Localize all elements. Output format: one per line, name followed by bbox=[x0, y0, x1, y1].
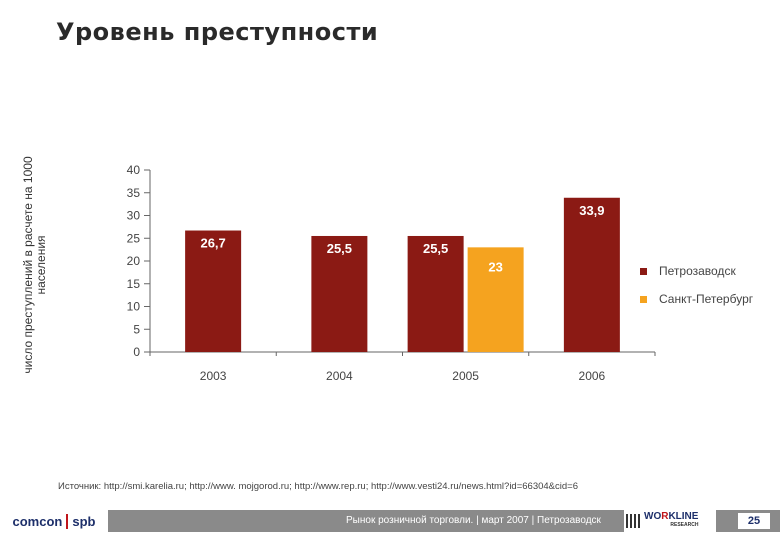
bar-petrozavodsk-2004 bbox=[311, 235, 368, 352]
workline-grid-icon bbox=[626, 514, 640, 528]
workline-logo-text: WORKLINE RESEARCH bbox=[644, 511, 699, 529]
data-label: 23 bbox=[488, 259, 502, 274]
x-tick-label: 2003 bbox=[200, 369, 227, 383]
footer-bar: comcon spb Рынок розничной торговли. | м… bbox=[0, 510, 780, 532]
data-label: 25,5 bbox=[327, 241, 352, 256]
chart-bars bbox=[185, 197, 620, 352]
bar-chart: 0 5 10 15 20 25 30 35 40 2003 2004 2005 2006 26,7 25,… bbox=[127, 163, 656, 383]
logo-divider bbox=[66, 513, 69, 529]
workline-logo: WORKLINE RESEARCH bbox=[624, 510, 716, 532]
legend-item-spb: Санкт-Петербург bbox=[640, 292, 753, 306]
data-label: 26,7 bbox=[200, 236, 225, 251]
legend-swatch-petrozavodsk bbox=[640, 267, 647, 275]
source-note: Источник: http://smi.karelia.ru; http://… bbox=[58, 481, 578, 492]
chart-labels: 2003 2004 2005 2006 26,7 25,5 25,5 23 33,9 bbox=[200, 203, 606, 383]
comcon-logo-text: comcon bbox=[12, 513, 63, 529]
bar-petrozavodsk-2003 bbox=[185, 230, 242, 352]
y-tick-label: 35 bbox=[127, 186, 141, 200]
comcon-logo: comcon spb bbox=[0, 510, 108, 532]
y-tick-label: 5 bbox=[133, 322, 140, 336]
y-tick-label: 15 bbox=[127, 277, 141, 291]
bar-petrozavodsk-2005 bbox=[407, 235, 464, 352]
bar-spb-2005 bbox=[467, 247, 524, 352]
data-label: 33,9 bbox=[579, 203, 604, 218]
y-tick-label: 40 bbox=[127, 163, 141, 177]
legend-swatch-spb bbox=[640, 295, 647, 303]
bar-petrozavodsk-2006 bbox=[563, 197, 620, 352]
y-tick-label: 20 bbox=[127, 254, 141, 268]
comcon-logo-suffix: spb bbox=[72, 513, 96, 529]
y-tick-label: 0 bbox=[133, 345, 140, 359]
page-number: 25 bbox=[738, 513, 770, 529]
legend-item-petrozavodsk: Петрозаводск bbox=[640, 264, 736, 278]
y-tick-label: 30 bbox=[127, 209, 141, 223]
x-tick-label: 2005 bbox=[452, 369, 479, 383]
x-tick-label: 2006 bbox=[579, 369, 606, 383]
page-title: Уровень преступности bbox=[56, 18, 379, 46]
data-label: 25,5 bbox=[423, 241, 448, 256]
footer-text: Рынок розничной торговли. | март 2007 | … bbox=[346, 515, 601, 526]
y-tick-label: 25 bbox=[127, 231, 141, 245]
legend-label-petrozavodsk: Петрозаводск bbox=[659, 264, 736, 278]
x-tick-label: 2004 bbox=[326, 369, 353, 383]
y-tick-label: 10 bbox=[127, 300, 141, 314]
legend-label-spb: Санкт-Петербург bbox=[659, 292, 754, 306]
